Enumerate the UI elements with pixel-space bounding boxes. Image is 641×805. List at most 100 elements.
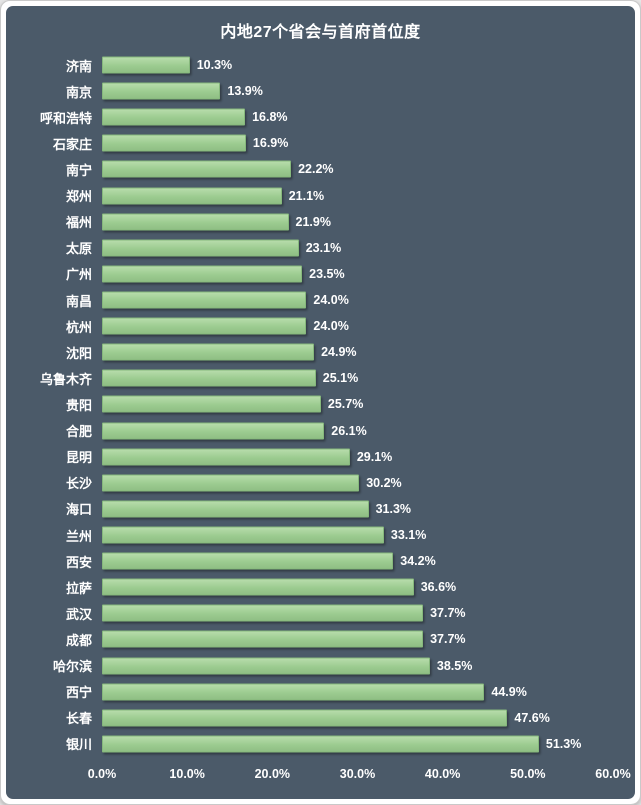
bar-track: 24.0% <box>102 287 613 313</box>
bar-row: 沈阳 24.9% <box>16 339 613 365</box>
bar <box>102 683 485 701</box>
bar-row: 南宁 22.2% <box>16 156 613 182</box>
bar-row: 乌鲁木齐 25.1% <box>16 365 613 391</box>
bar-track: 33.1% <box>102 522 613 548</box>
bar-row: 合肥 26.1% <box>16 418 613 444</box>
value-label: 37.7% <box>430 632 466 647</box>
category-label: 乌鲁木齐 <box>39 371 92 387</box>
value-label: 47.6% <box>514 710 550 725</box>
bar-track: 13.9% <box>102 78 613 104</box>
bar-track: 16.9% <box>102 130 613 156</box>
category-label: 拉萨 <box>65 580 92 596</box>
bar-row: 呼和浩特 16.8% <box>16 104 613 130</box>
x-tick: 20.0% <box>254 767 291 781</box>
bar-track: 38.5% <box>102 653 613 679</box>
bar <box>102 657 430 675</box>
value-label: 36.6% <box>420 580 457 595</box>
bar-track: 22.2% <box>102 156 613 182</box>
value-label: 16.9% <box>252 136 289 151</box>
bar <box>102 134 246 152</box>
bar-track: 16.8% <box>102 104 613 130</box>
bar <box>102 82 221 100</box>
category-label: 海口 <box>65 502 92 518</box>
category-label: 广州 <box>65 267 92 283</box>
value-label: 22.2% <box>298 162 334 177</box>
value-label: 13.9% <box>227 84 263 99</box>
category-label: 西安 <box>65 554 92 570</box>
bar <box>102 500 369 518</box>
bar-track: 37.7% <box>102 626 613 652</box>
bar <box>102 422 325 440</box>
value-label: 44.9% <box>491 684 527 699</box>
bar <box>102 213 289 231</box>
bar <box>102 578 414 596</box>
bar-row: 济南 10.3% <box>16 52 613 78</box>
value-label: 29.1% <box>356 449 393 464</box>
bar-track: 26.1% <box>102 418 613 444</box>
category-label: 成都 <box>65 632 92 648</box>
bar-row: 成都 37.7% <box>16 626 613 652</box>
value-label: 51.3% <box>545 736 582 751</box>
value-label: 10.3% <box>196 58 233 73</box>
bar-row: 武汉 37.7% <box>16 600 613 626</box>
bar-row: 海口 31.3% <box>16 496 613 522</box>
category-label: 西宁 <box>65 685 92 701</box>
bar <box>102 160 292 178</box>
value-label: 30.2% <box>366 475 402 490</box>
category-label: 太原 <box>65 241 92 257</box>
bar-track: 37.7% <box>102 600 613 626</box>
x-tick: 0.0% <box>87 767 117 781</box>
bar-row: 杭州 24.0% <box>16 313 613 339</box>
bar <box>102 265 303 283</box>
category-label: 兰州 <box>65 528 92 544</box>
bar-track: 21.9% <box>102 209 613 235</box>
bar-track: 36.6% <box>102 574 613 600</box>
bar <box>102 369 316 387</box>
bar-track: 25.1% <box>102 365 613 391</box>
value-label: 24.9% <box>321 345 357 360</box>
bar <box>102 474 360 492</box>
bar <box>102 526 384 544</box>
bar <box>102 395 321 413</box>
value-label: 16.8% <box>252 110 288 125</box>
value-label: 21.1% <box>288 188 325 203</box>
category-label: 石家庄 <box>52 136 92 152</box>
bar-track: 24.0% <box>102 313 613 339</box>
category-label: 福州 <box>65 215 92 231</box>
bar-row: 广州 23.5% <box>16 261 613 287</box>
chart-title: 内地27个省会与首府首位度 <box>220 24 421 41</box>
bar <box>102 552 394 570</box>
chart-panel: 内地27个省会与首府首位度 济南 10.3% 南京 13.9% 呼和浩特 16.8% 石家庄… <box>6 6 635 799</box>
bar <box>102 56 190 74</box>
x-tick: 30.0% <box>339 767 376 781</box>
value-label: 37.7% <box>430 606 466 621</box>
bar <box>102 604 424 622</box>
bar-track: 10.3% <box>102 52 613 78</box>
bar <box>102 709 508 727</box>
category-label: 沈阳 <box>65 345 92 361</box>
bar-track: 23.1% <box>102 235 613 261</box>
bar-track: 34.2% <box>102 548 613 574</box>
category-label: 贵阳 <box>65 397 92 413</box>
value-label: 26.1% <box>331 423 367 438</box>
category-label: 昆明 <box>65 450 92 466</box>
bar <box>102 291 307 309</box>
category-label: 哈尔滨 <box>52 659 92 675</box>
bar-row: 西宁 44.9% <box>16 679 613 705</box>
bar <box>102 343 315 361</box>
value-label: 23.5% <box>309 266 345 281</box>
bar-row: 昆明 29.1% <box>16 444 613 470</box>
bar-row: 哈尔滨 38.5% <box>16 653 613 679</box>
bar-track: 25.7% <box>102 391 613 417</box>
category-label: 济南 <box>65 58 92 74</box>
value-label: 33.1% <box>390 528 427 543</box>
category-label: 南京 <box>65 84 92 100</box>
category-label: 武汉 <box>65 606 92 622</box>
category-label: 南昌 <box>65 293 92 309</box>
category-label: 南宁 <box>65 162 92 178</box>
category-label: 长沙 <box>65 476 92 492</box>
bar <box>102 317 307 335</box>
bar-row: 太原 23.1% <box>16 235 613 261</box>
bar <box>102 239 299 257</box>
